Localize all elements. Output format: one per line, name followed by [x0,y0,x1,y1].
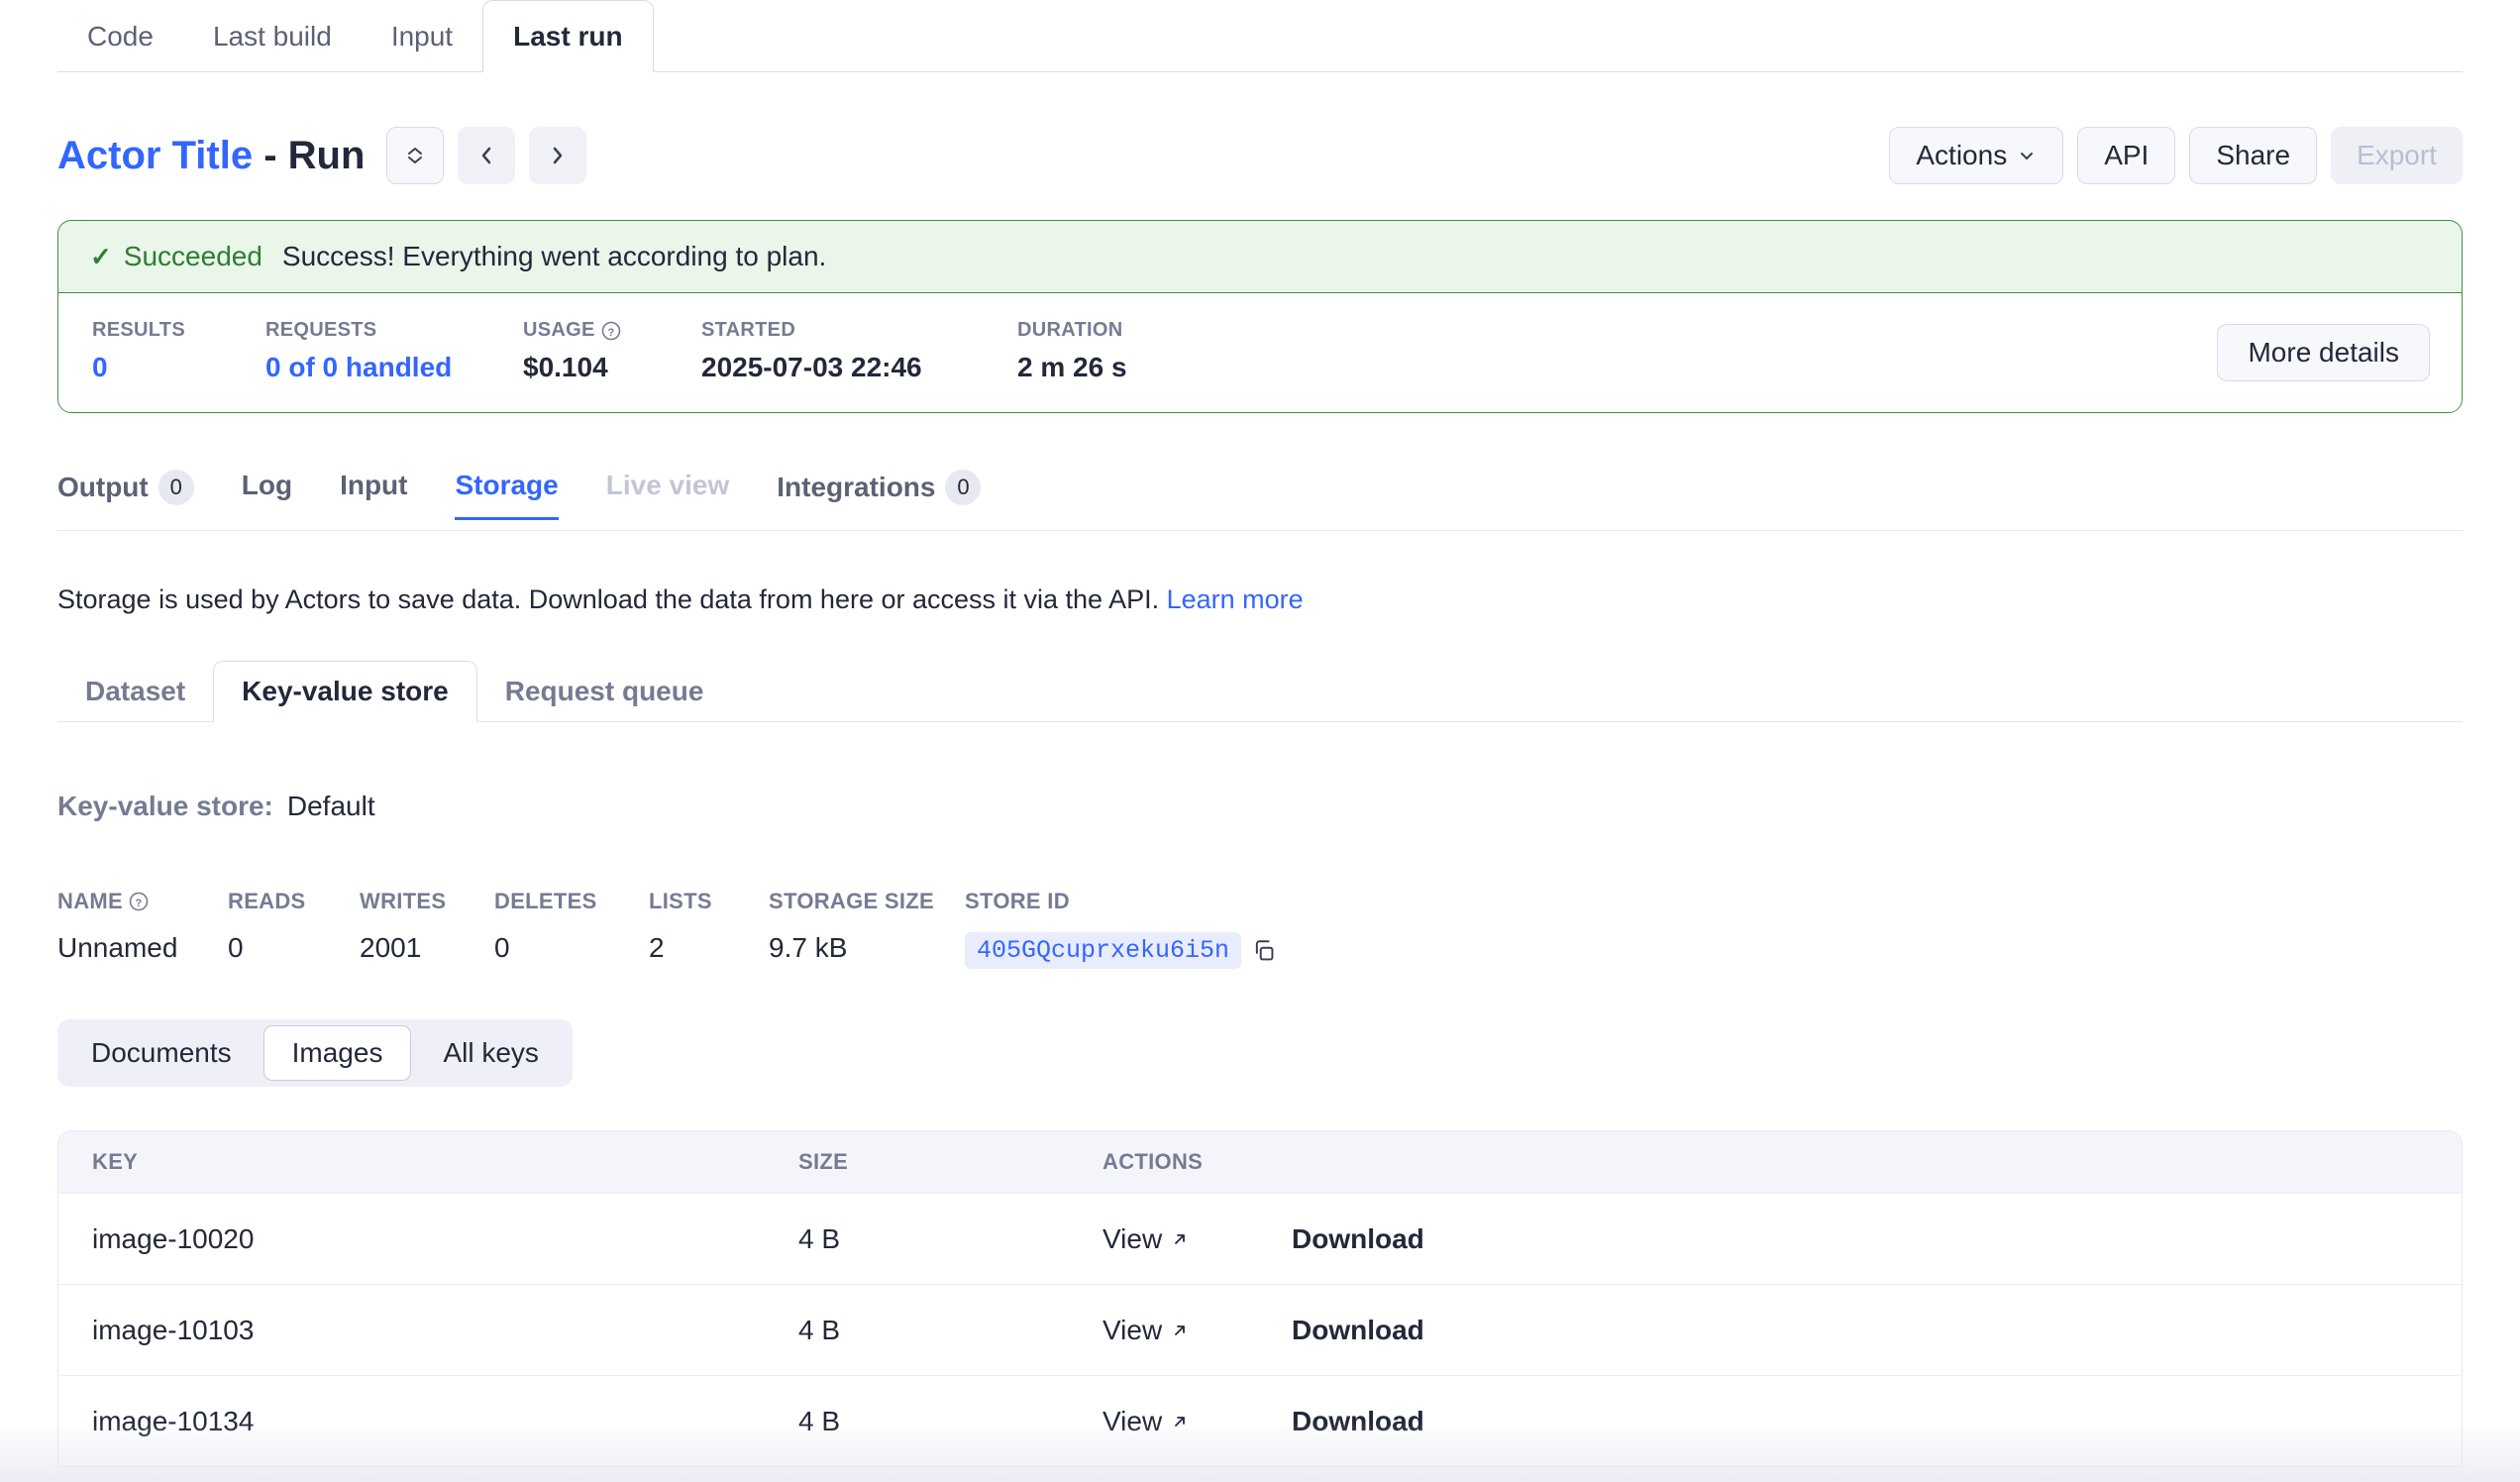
svg-text:?: ? [135,898,142,909]
svg-text:?: ? [607,327,614,339]
